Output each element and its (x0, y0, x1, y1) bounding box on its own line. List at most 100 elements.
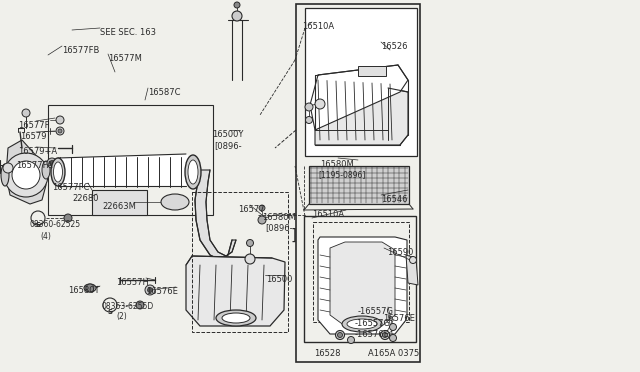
Circle shape (383, 333, 387, 337)
Circle shape (335, 330, 344, 340)
Circle shape (136, 301, 144, 309)
Text: 16579+A: 16579+A (18, 147, 57, 156)
Circle shape (56, 127, 64, 135)
Text: [0896-: [0896- (214, 141, 242, 150)
Ellipse shape (84, 284, 96, 292)
Ellipse shape (347, 319, 377, 329)
Circle shape (315, 99, 325, 109)
Circle shape (390, 324, 397, 330)
Polygon shape (186, 256, 285, 326)
Circle shape (64, 214, 72, 222)
Ellipse shape (161, 194, 189, 210)
Bar (309, 166, 409, 204)
Circle shape (3, 163, 13, 173)
Circle shape (305, 116, 312, 124)
Polygon shape (406, 255, 418, 285)
Text: ]: ] (291, 228, 297, 243)
Text: 16500Y: 16500Y (212, 130, 243, 139)
Text: 16577FA: 16577FA (16, 161, 52, 170)
Text: 16500: 16500 (266, 275, 292, 284)
Text: S: S (35, 222, 40, 228)
Circle shape (245, 254, 255, 264)
Polygon shape (315, 88, 408, 145)
Circle shape (12, 161, 40, 189)
Ellipse shape (54, 162, 63, 182)
Ellipse shape (342, 316, 382, 332)
Text: [1195-0896]: [1195-0896] (318, 170, 365, 179)
Circle shape (337, 333, 342, 337)
Circle shape (305, 103, 313, 111)
Text: 16580M: 16580M (320, 160, 354, 169)
Bar (358, 66, 386, 76)
Text: -16557G: -16557G (355, 319, 391, 328)
Text: 16577: 16577 (238, 205, 264, 214)
Text: 16576E: 16576E (146, 287, 178, 296)
Polygon shape (58, 154, 192, 186)
Polygon shape (310, 65, 408, 130)
Bar (296, 4, 420, 362)
Text: 16510A: 16510A (312, 210, 344, 219)
Circle shape (86, 284, 94, 292)
Text: 08363-6255D: 08363-6255D (102, 302, 154, 311)
Circle shape (47, 158, 57, 168)
Text: 16526: 16526 (381, 42, 408, 51)
Text: (2): (2) (116, 312, 127, 321)
Bar (48, 105, 213, 215)
Text: S: S (107, 309, 112, 315)
Circle shape (258, 216, 266, 224)
Polygon shape (195, 170, 236, 260)
Text: [0896-: [0896- (265, 223, 292, 232)
Bar (192, 192, 288, 332)
Text: 16528: 16528 (314, 349, 340, 358)
Polygon shape (318, 237, 407, 334)
Bar (313, 222, 409, 322)
Polygon shape (6, 140, 46, 204)
Text: SEE SEC. 163: SEE SEC. 163 (100, 28, 156, 37)
Circle shape (145, 285, 155, 295)
Text: 08360-62525: 08360-62525 (30, 220, 81, 229)
Circle shape (22, 109, 30, 117)
Text: 16580T: 16580T (68, 286, 99, 295)
Circle shape (246, 240, 253, 247)
Text: -16557G: -16557G (358, 307, 394, 316)
Text: 16577M: 16577M (108, 54, 142, 63)
Text: 16546: 16546 (381, 195, 408, 204)
Ellipse shape (185, 155, 201, 189)
Text: 22680: 22680 (72, 194, 99, 203)
Text: 16590: 16590 (387, 248, 413, 257)
Ellipse shape (222, 313, 250, 323)
Circle shape (234, 2, 240, 8)
Text: 16587C: 16587C (148, 88, 180, 97)
Circle shape (410, 257, 417, 263)
Bar (305, 8, 417, 156)
Circle shape (390, 334, 397, 341)
Circle shape (232, 11, 242, 21)
Text: 16577F: 16577F (18, 121, 49, 130)
Circle shape (56, 116, 64, 124)
Bar (304, 216, 416, 342)
Ellipse shape (216, 310, 256, 326)
Text: 16510A: 16510A (302, 22, 334, 31)
Ellipse shape (1, 164, 9, 186)
Text: 16579: 16579 (20, 132, 47, 141)
Bar (92, 190, 147, 215)
Text: A165A 0375: A165A 0375 (368, 349, 419, 358)
Ellipse shape (42, 161, 50, 179)
Ellipse shape (188, 160, 198, 184)
Text: 16577FB: 16577FB (62, 46, 99, 55)
Circle shape (49, 160, 54, 166)
Text: 16580M: 16580M (262, 213, 296, 222)
Circle shape (4, 153, 48, 197)
Text: 16557H: 16557H (116, 278, 149, 287)
Text: 16576E: 16576E (383, 314, 415, 323)
Circle shape (348, 337, 355, 343)
Circle shape (259, 205, 265, 211)
Circle shape (147, 288, 152, 292)
Polygon shape (330, 242, 395, 326)
Text: -16576E: -16576E (355, 330, 390, 339)
Text: 22663M: 22663M (102, 202, 136, 211)
Ellipse shape (51, 158, 65, 186)
Text: (4): (4) (40, 232, 51, 241)
Circle shape (58, 129, 62, 133)
Circle shape (381, 330, 390, 340)
